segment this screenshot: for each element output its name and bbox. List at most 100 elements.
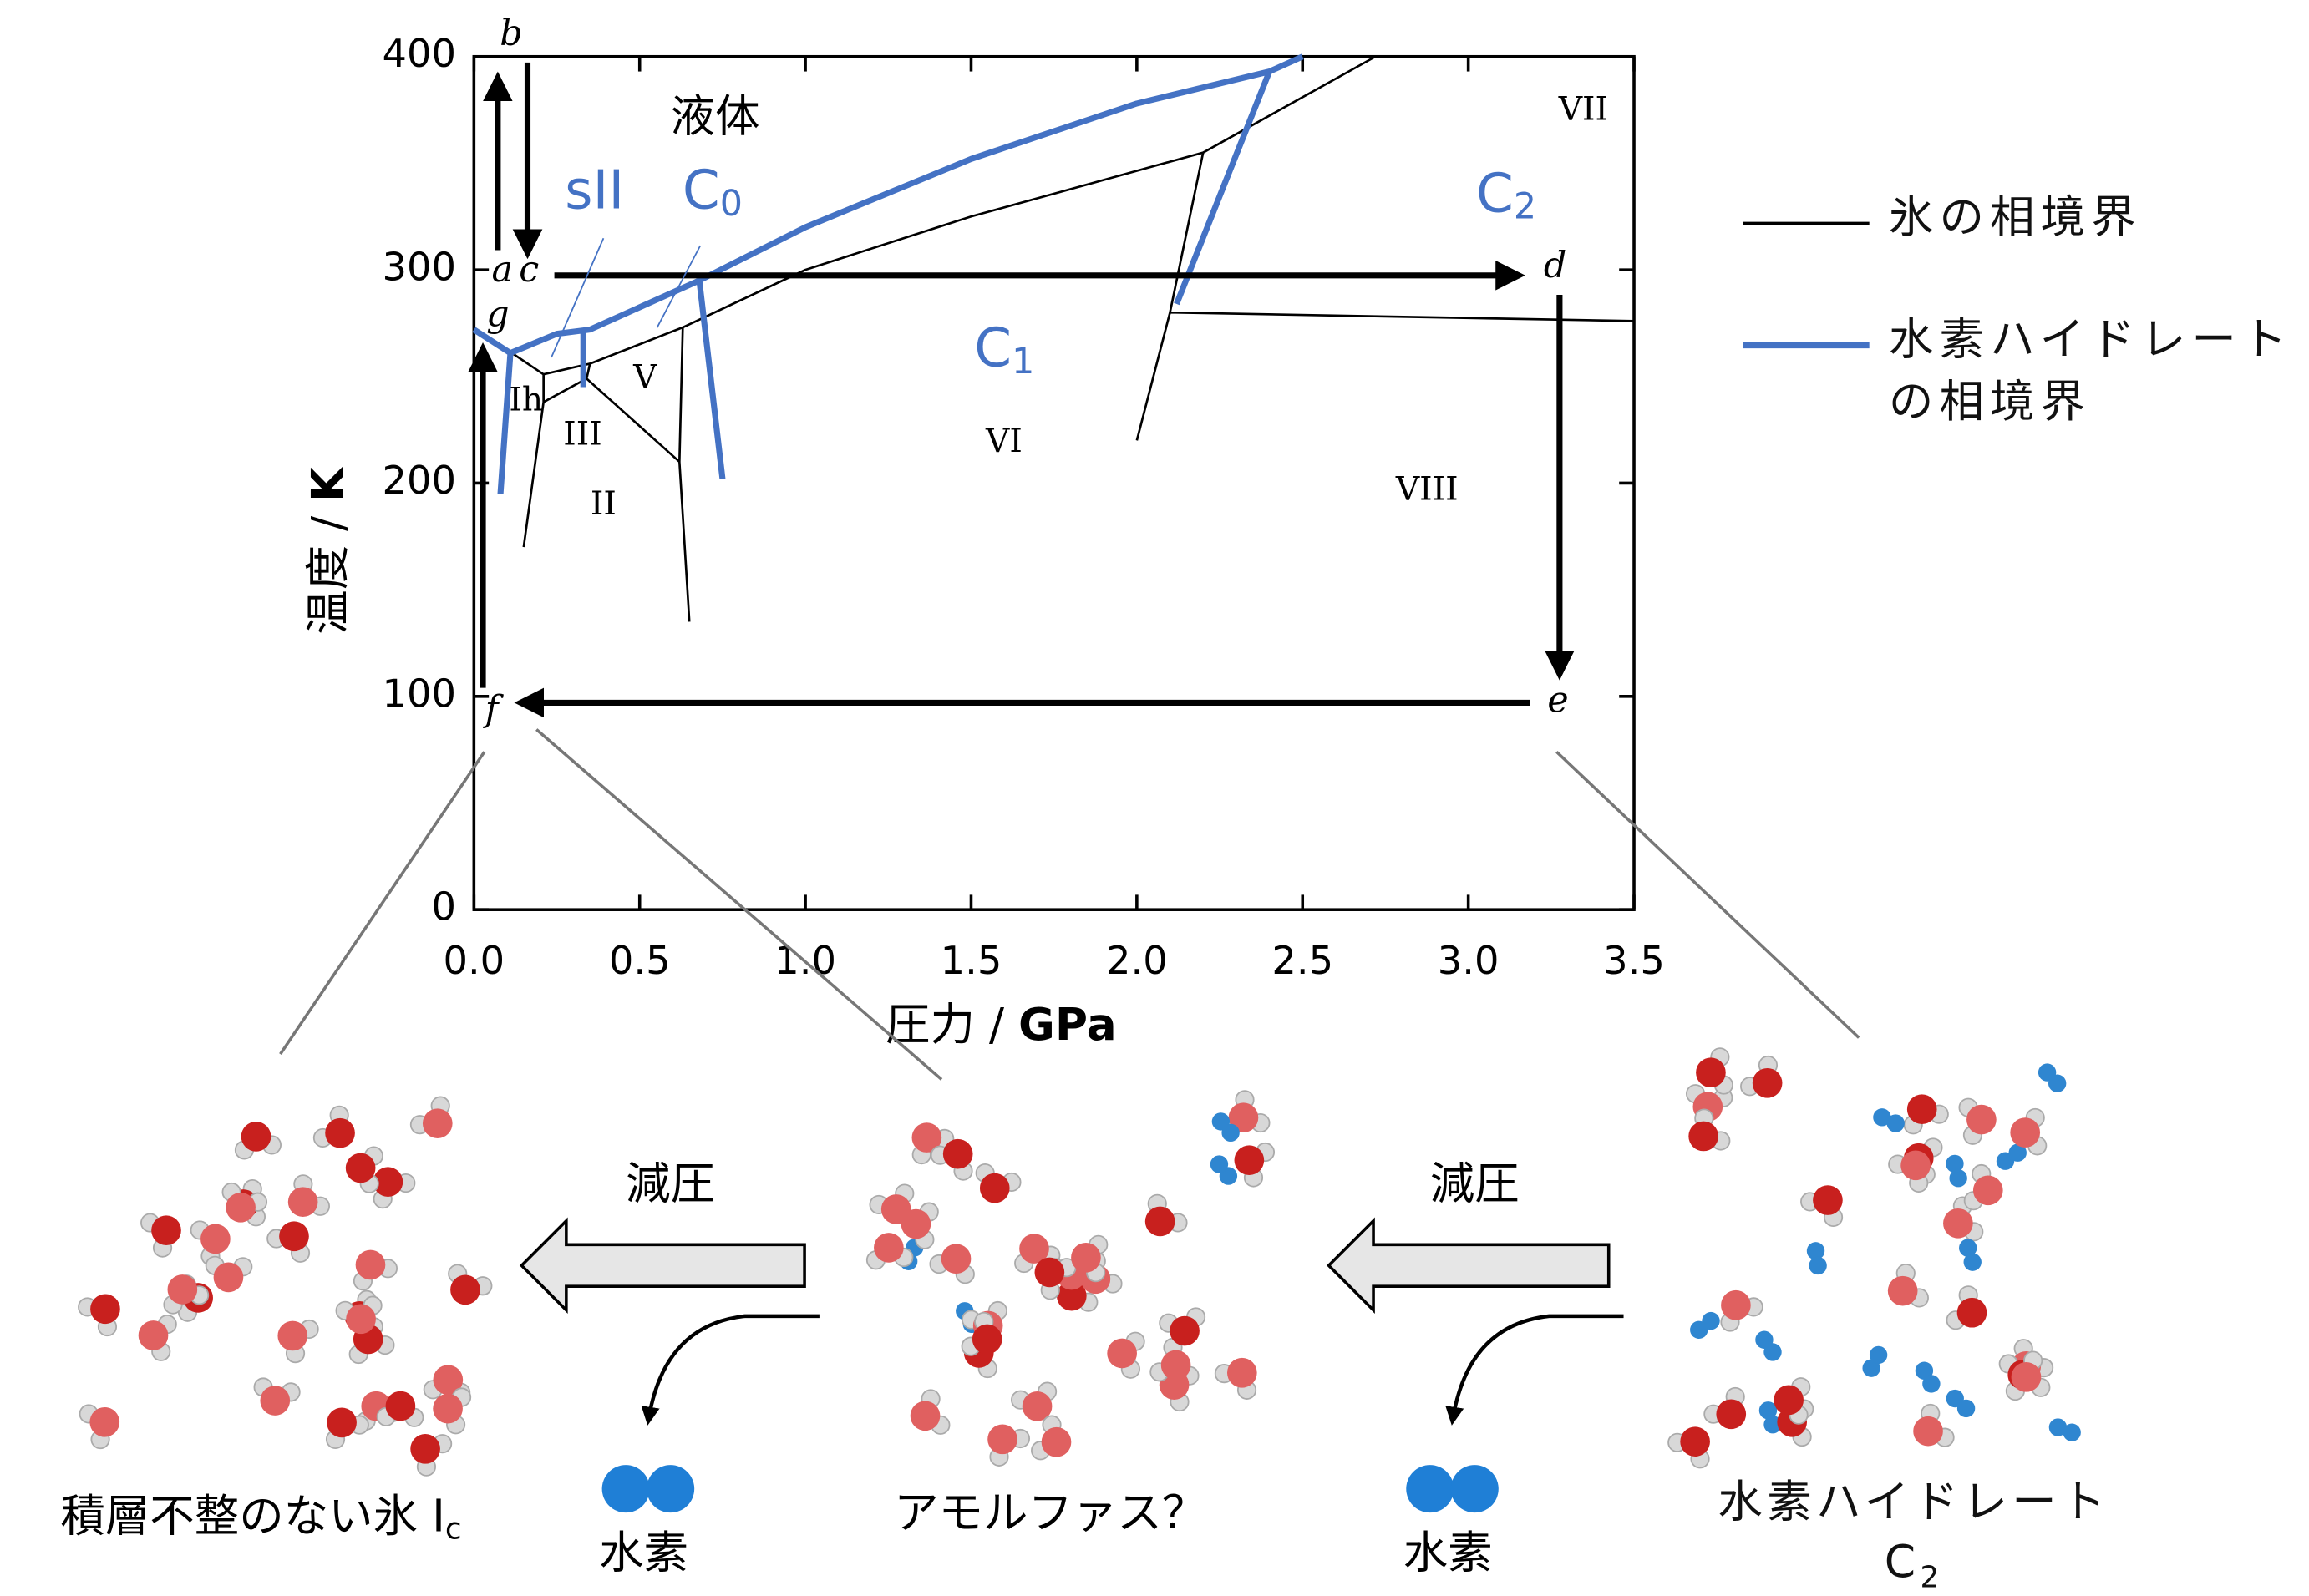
atom [90, 1294, 120, 1325]
atom [1702, 1311, 1720, 1330]
atom [1221, 1123, 1240, 1143]
atom [287, 1187, 318, 1218]
atom [979, 1173, 1010, 1203]
connector [1555, 750, 1860, 1039]
caption: アモルファス？ [894, 1486, 1206, 1538]
atom [1696, 1057, 1726, 1088]
atom [1972, 1175, 2003, 1206]
hydrate-label: C0 [683, 159, 743, 224]
legend-box: 水素ハイドレートの相境界 [1888, 314, 2293, 429]
hydrate-label: C2 [1476, 162, 1536, 227]
atom [1966, 1104, 1997, 1135]
atom [200, 1224, 231, 1254]
label-text: 圧力 / [886, 998, 1018, 1051]
atom [972, 1324, 1002, 1355]
arrow [641, 1314, 820, 1426]
atom [1752, 1067, 1783, 1098]
atom [1041, 1426, 1072, 1457]
atom [410, 1434, 440, 1464]
caption-sub: 2 [1920, 1558, 1944, 1595]
atom [1809, 1256, 1827, 1275]
atom [1906, 1094, 1937, 1125]
x-tick-label: 0.0 [443, 938, 505, 983]
label-main: C [974, 317, 1012, 379]
atom [450, 1274, 480, 1305]
atom [433, 1365, 464, 1396]
y-tick-label: 0 [431, 884, 455, 930]
phase-label: III [563, 415, 601, 453]
hydrate-label: sII [565, 159, 624, 221]
legend-box: 氷の相境界 [1889, 192, 2136, 244]
label-bold: GPa [1018, 998, 1117, 1051]
phase-label: VI [985, 423, 1023, 460]
atom [279, 1221, 309, 1252]
atom [1680, 1426, 1710, 1457]
atom [647, 1465, 695, 1513]
atom [325, 1117, 355, 1148]
point-label: e [1547, 679, 1568, 721]
atom [987, 1424, 1017, 1455]
arrow [1327, 1217, 1611, 1315]
hydrate-labels: sII C0 C1 C2 [565, 159, 1536, 382]
y-axis-label: 温度 / K [302, 465, 354, 635]
atom [1900, 1150, 1931, 1181]
atom [1107, 1338, 1137, 1369]
point-label: c [519, 249, 539, 291]
y-tick-label: 300 [383, 245, 456, 290]
connector [279, 751, 486, 1056]
atom [1071, 1242, 1101, 1273]
atom [901, 1208, 931, 1239]
h2-icons [601, 1465, 1499, 1513]
atom [1160, 1350, 1191, 1381]
release-arrows [641, 1314, 1624, 1426]
atom [601, 1465, 650, 1513]
atom [1763, 1415, 1782, 1434]
phase-boundary [472, 53, 1304, 494]
atom [260, 1386, 291, 1416]
process-arrows [468, 62, 1575, 718]
plot-frame [472, 54, 1636, 911]
atom [138, 1320, 169, 1350]
atom [422, 1108, 453, 1139]
atom [213, 1262, 244, 1293]
atom [1862, 1359, 1880, 1377]
atom [327, 1407, 357, 1438]
connector [535, 728, 943, 1081]
point-label: f [483, 688, 505, 730]
x-tick-label: 2.0 [1106, 938, 1168, 983]
atom [1226, 1357, 1257, 1388]
label-sub: 0 [720, 183, 743, 225]
atom [346, 1304, 376, 1335]
phase-boundary [473, 55, 1635, 622]
point-label: a [491, 249, 513, 291]
atom [1913, 1416, 1943, 1447]
atom [373, 1167, 403, 1197]
atom [1869, 1345, 1888, 1365]
caption: 水素ハイドレート C2 [1683, 1474, 2145, 1596]
atom [1813, 1185, 1843, 1215]
atom [1946, 1154, 1964, 1173]
point-label: g [486, 294, 509, 336]
atom [1922, 1375, 1941, 1393]
atom [1959, 1239, 1977, 1257]
caption-sub: c [445, 1512, 462, 1547]
atom [1956, 1399, 1976, 1418]
y-tick-label: 200 [383, 458, 456, 503]
point-label: b [500, 13, 522, 54]
arrow [1445, 1314, 1624, 1426]
arrow [519, 1217, 806, 1315]
phase-label: VIII [1395, 470, 1459, 508]
leader [656, 245, 702, 328]
label-text: 温度 / [302, 502, 354, 635]
atom [2011, 1362, 2042, 1392]
x-tick-label: 1.5 [941, 938, 1002, 983]
atom [1234, 1145, 1265, 1176]
phase-label: Ih [509, 381, 543, 418]
step-label: 減圧 [626, 1157, 715, 1209]
legend-label: 水素ハイドレートの相境界 [1888, 314, 2293, 429]
atom [2063, 1423, 2081, 1441]
atom [1228, 1102, 1259, 1133]
